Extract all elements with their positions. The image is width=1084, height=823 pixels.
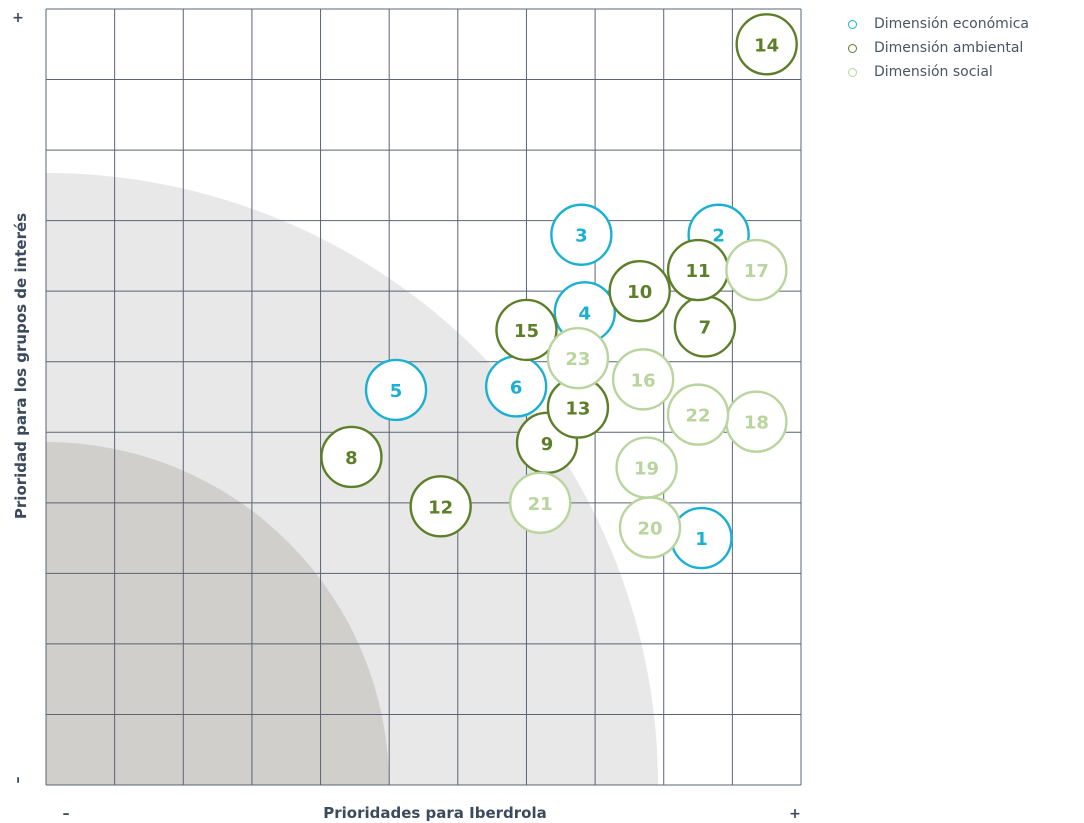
point-20: 20 (618, 496, 682, 559)
point-7-label: 7 (699, 317, 712, 338)
point-10-label: 10 (627, 282, 652, 303)
point-5: 5 (364, 358, 428, 422)
point-8-marker (320, 425, 383, 489)
point-21-label: 21 (528, 494, 553, 515)
point-16: 16 (611, 348, 675, 411)
legend-item-social: Dimensión social (848, 60, 1029, 84)
point-14-marker (735, 13, 798, 76)
legend-social-label: Dimensión social (874, 64, 993, 80)
point-23: 23 (546, 327, 610, 390)
point-13: 13 (546, 376, 610, 439)
point-18: 18 (725, 390, 788, 453)
point-23-label: 23 (565, 349, 590, 370)
point-2-label: 2 (712, 226, 725, 247)
point-3-marker (550, 203, 613, 266)
legend-economic-label: Dimensión económica (874, 16, 1029, 32)
point-21-marker (508, 471, 572, 535)
x-axis-title: Prioridades para Iberdrola (323, 804, 547, 822)
legend-environmental-label: Dimensión ambiental (874, 40, 1024, 56)
point-9-label: 9 (541, 434, 554, 455)
x-axis-min-label: – (63, 806, 70, 822)
point-17: 17 (725, 238, 788, 302)
point-15-marker (495, 298, 558, 362)
y-axis-title: Prioridad para los grupos de interés (12, 213, 30, 519)
point-17-marker (725, 238, 788, 302)
point-14-label: 14 (754, 35, 779, 56)
point-15-label: 15 (514, 321, 539, 342)
point-12: 12 (409, 475, 472, 538)
legend-environmental-marker-icon (848, 43, 857, 53)
point-16-marker (611, 348, 675, 411)
point-4-label: 4 (579, 303, 592, 324)
point-22: 22 (666, 383, 730, 446)
point-10: 10 (608, 259, 671, 323)
point-11-label: 11 (686, 261, 711, 282)
point-7: 7 (673, 295, 737, 358)
point-6-label: 6 (510, 377, 523, 398)
point-16-label: 16 (631, 370, 656, 391)
point-19: 19 (615, 436, 678, 499)
legend: Dimensión económica Dimensión ambiental … (848, 12, 1029, 84)
point-21: 21 (508, 471, 572, 535)
point-15: 15 (495, 298, 558, 362)
point-4: 4 (553, 281, 616, 344)
legend-item-environmental: Dimensión ambiental (848, 36, 1029, 60)
point-6: 6 (484, 355, 548, 418)
point-23-marker (546, 327, 610, 390)
y-axis-max-label: + (12, 10, 24, 26)
point-8: 8 (320, 425, 383, 489)
point-1: 1 (670, 506, 733, 570)
x-axis-max-label: + (789, 806, 801, 822)
point-14: 14 (735, 13, 798, 76)
point-12-label: 12 (428, 497, 453, 518)
point-13-label: 13 (565, 399, 590, 420)
point-11: 11 (666, 238, 730, 302)
point-18-label: 18 (744, 413, 769, 434)
point-12-marker (409, 475, 472, 538)
point-22-marker (666, 383, 730, 446)
point-3-label: 3 (575, 226, 588, 247)
point-5-marker (364, 358, 428, 422)
legend-social-marker-icon (848, 67, 857, 77)
point-5-label: 5 (390, 381, 403, 402)
point-10-marker (608, 259, 671, 323)
point-3: 3 (550, 203, 613, 266)
point-19-label: 19 (634, 459, 659, 480)
point-20-label: 20 (637, 519, 662, 540)
point-8-label: 8 (345, 448, 358, 469)
point-17-label: 17 (744, 261, 769, 282)
point-22-label: 22 (686, 406, 711, 427)
legend-item-economic: Dimensión económica (848, 12, 1029, 36)
zone-low-priority (46, 442, 389, 785)
legend-economic-marker-icon (848, 19, 857, 29)
y-axis-min-label: – (10, 777, 26, 784)
point-20-marker (618, 496, 682, 559)
point-1-label: 1 (695, 529, 708, 550)
